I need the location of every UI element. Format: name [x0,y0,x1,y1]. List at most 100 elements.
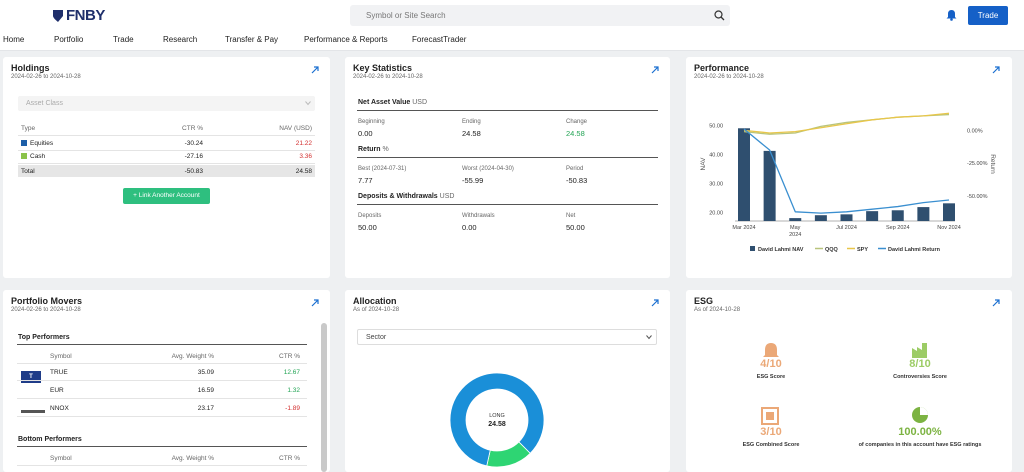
y-tick-label: 20.00 [709,210,723,216]
nav-item[interactable]: ForecastTrader [412,35,467,44]
legend-label: David Lahmi NAV [758,247,804,253]
table-cell: EUR [50,387,64,394]
esg-icons [761,343,928,425]
nav-bar [891,210,904,221]
section-title: Return % [358,146,389,153]
group-title: Top Performers [18,334,70,341]
esg-label: of companies in this account have ESG ra… [858,442,982,448]
stat-value: 0.00 [358,129,373,138]
total-row-bg [18,165,315,177]
nav-item[interactable]: Transfer & Pay [225,35,279,44]
row-line [18,135,315,136]
button-label: Link Another Account [138,192,200,199]
expand-icon[interactable] [651,66,659,74]
table-cell: NAV (USD) [279,125,312,132]
section-rule [357,157,658,158]
logo-icon [53,10,63,22]
esg-value: 4/10 [760,358,782,370]
expand-icon[interactable] [992,66,1000,74]
nav-bar [814,215,827,221]
stat-value: 0.00 [462,223,477,232]
stat-value: 7.77 [358,176,373,185]
search-box[interactable]: Symbol or Site Search [350,5,730,26]
search-icon[interactable] [714,10,725,21]
y-axis-title: NAV [700,157,707,171]
table-cell: 1.32 [287,387,300,394]
row-line [17,380,307,381]
expand-icon[interactable] [651,299,659,307]
as-of-date: As of 2024-10-28 [353,307,400,313]
nav-item[interactable]: Performance & Reports [304,35,388,44]
x-tick-label: Sep 2024 [885,225,910,231]
card-title: Holdings [11,63,50,73]
bell-icon[interactable] [946,9,957,21]
performance-chart: 20.00 30.00 40.00 50.00 0.00% -25.00% -50.00% N… [700,112,996,253]
nav-bar [840,214,853,221]
sector-dropdown[interactable]: Sector [357,329,657,345]
esg-value: 3/10 [760,426,782,438]
section-name: Net Asset Value [358,99,411,106]
performance-card: Performance 2024-02-26 to 2024-10-28 20.… [686,57,1012,278]
group-rule [17,446,307,447]
stat-label: Best (2024-07-31) [358,166,407,172]
nav-bar [738,128,750,221]
key-statistics-card: Key Statistics 2024-02-26 to 2024-10-28 … [345,57,670,278]
asset-class-dropdown[interactable]: Asset Class [18,96,315,111]
table-cell: Cash [30,153,46,160]
row-line [17,416,307,417]
nav-item[interactable]: Research [163,35,198,44]
expand-icon[interactable] [311,66,319,74]
stat-value: 50.00 [566,223,585,232]
esg-card: ESG As of 2024-10-28 4/10 ESG Score 8/10 Co… [686,290,1012,472]
table-cell: -50.83 [184,168,203,175]
stat-label: Net [566,213,576,219]
as-of-date: As of 2024-10-28 [694,307,741,313]
dropdown-label: Sector [366,334,387,341]
allocation-card: Allocation As of 2024-10-28 Sector LONG 2… [345,290,670,472]
table-cell: 16.59 [197,387,214,394]
row-line [17,363,307,364]
portfolio-movers-card: Portfolio Movers 2024-02-26 to 2024-10-2… [3,290,330,472]
scrollbar[interactable] [321,323,327,472]
nav-item[interactable]: Portfolio [54,35,84,44]
stat-value: 50.00 [358,223,377,232]
true-logo: T [21,371,41,383]
stat-value: 24.58 [462,129,481,138]
section-name: Return [358,146,381,153]
x-tick-label: Nov 2024 [937,225,961,231]
card-title: ESG [694,296,714,306]
esg-label: ESG Combined Score [742,442,800,448]
table-cell: Symbol [50,353,72,360]
card-title: Allocation [353,296,397,306]
legend-label: QQQ [825,247,839,253]
table-cell: 21.22 [295,140,312,147]
date-range: 2024-02-26 to 2024-10-28 [11,307,81,313]
x-tick-label: Mar 2024 [732,225,756,231]
table-cell: CTR % [279,353,300,360]
esg-value: 100.00% [898,426,942,438]
trade-button[interactable]: Trade [968,6,1008,25]
nnox-logo [21,410,45,413]
allocation-donut: LONG 24.58 [449,372,545,468]
expand-icon[interactable] [311,299,319,307]
expand-icon[interactable] [992,299,1000,307]
stat-label: Withdrawals [462,213,495,219]
y-tick-label: 30.00 [709,181,723,187]
nav-bar [917,207,930,221]
nav-item[interactable]: Trade [113,35,134,44]
nav-bar [943,203,955,221]
nav-bar [789,218,802,221]
logo: FNBY [66,7,105,24]
donut-segment [449,372,545,467]
nav-item[interactable]: Home [3,35,25,44]
row-line [17,398,307,399]
link-account-button[interactable]: + Link Another Account [123,188,210,204]
table-cell: 24.58 [295,168,312,175]
table-cell: 35.09 [197,369,214,376]
nav-bar [763,150,776,221]
date-range: 2024-02-26 to 2024-10-28 [694,74,764,80]
table-cell: NNOX [50,405,69,412]
y-tick-label: 40.00 [709,152,723,158]
y2-axis-title: Return [989,154,996,174]
